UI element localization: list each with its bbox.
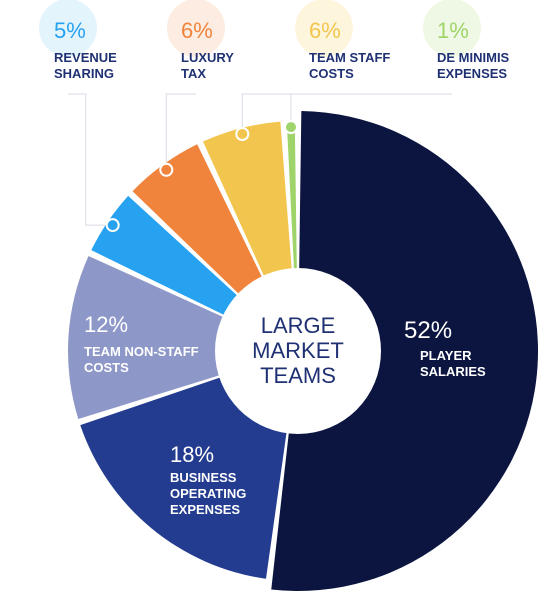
slice-player-salaries [271,111,539,591]
center-label-line: TEAMS [260,363,336,388]
callout-name-label: DE MINIMIS [437,50,510,65]
callout-leaders [68,93,452,233]
callout-name-label: TEAM STAFF [309,50,390,65]
center-label-line: MARKET [252,338,344,363]
callout-name-label: LUXURY [181,50,234,65]
callout-bubble [423,0,481,57]
callout-name-label: REVENUE [54,50,117,65]
callout-name-label: TAX [181,66,206,81]
slice-name-label: COSTS [84,360,129,375]
callout-percent-label: 6% [309,18,341,43]
callout-percent-label: 6% [181,18,213,43]
callout-name-label: SHARING [54,66,114,81]
slice-percent-label: 52% [404,317,452,344]
callout-bubble [39,0,97,57]
callout-dot [235,127,250,141]
callout-name-label: COSTS [309,66,354,81]
callout-percent-label: 1% [437,18,469,43]
slice-percent-label: 18% [170,442,214,467]
slice-name-label: BUSINESS [170,470,237,485]
callout-name-label: EXPENSES [437,66,507,81]
callout-dot [284,120,298,135]
callout-leader-line [290,93,452,128]
callout-dot [105,218,120,233]
center-label-line: LARGE [261,313,336,338]
callout-bubble [295,0,353,57]
callout-bubble [167,0,225,57]
center-hole [215,268,381,434]
callout-dot [159,162,174,177]
callout-percent-label: 5% [54,18,86,43]
slice-team-non-staff-costs [68,255,298,420]
callout-leader-line [68,93,113,226]
slice-percent-label: 12% [84,312,128,337]
slice-name-label: TEAM NON-STAFF [84,344,199,359]
slice-name-label: SALARIES [420,364,486,379]
slice-name-label: EXPENSES [170,502,240,517]
callout-leader-line [165,93,196,170]
slice-name-label: PLAYER [420,348,472,363]
slice-name-label: OPERATING [170,486,246,501]
